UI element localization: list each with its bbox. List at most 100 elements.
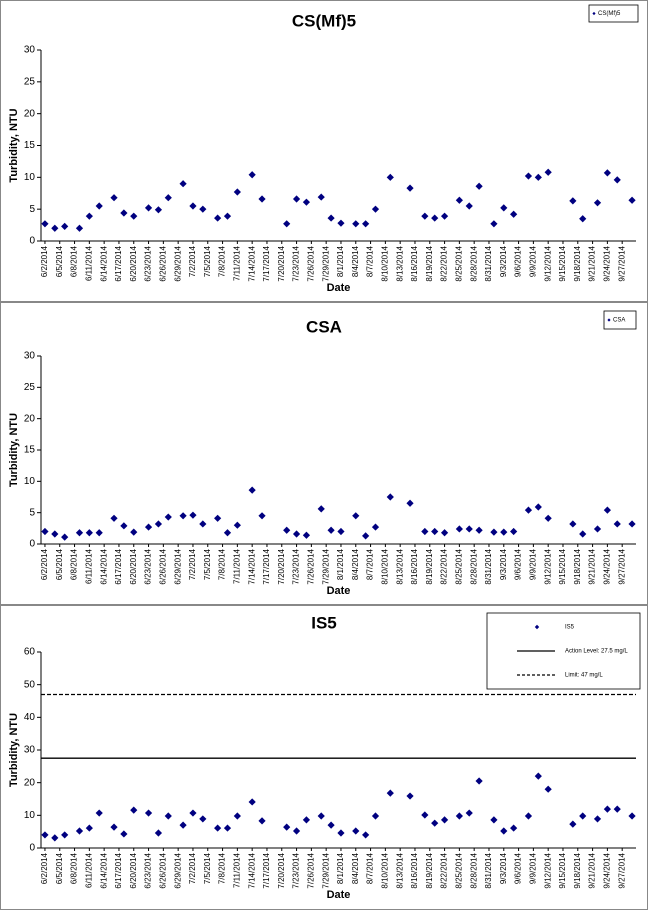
data-point (164, 812, 172, 820)
x-tick-label: 6/20/2014 (129, 245, 138, 281)
data-point (613, 176, 621, 184)
x-tick-label: 8/31/2014 (484, 548, 493, 584)
data-point (440, 816, 449, 824)
x-tick-label: 7/11/2014 (232, 852, 241, 888)
data-point (455, 196, 463, 204)
data-point (233, 188, 241, 196)
x-tick-label: 6/17/2014 (114, 548, 123, 584)
x-tick-label: 9/24/2014 (602, 548, 611, 584)
data-point (75, 827, 84, 835)
y-axis-label: Turbidity, NTU (8, 108, 20, 182)
x-tick-label: 9/15/2014 (558, 852, 567, 888)
x-tick-label: 9/3/2014 (499, 245, 508, 277)
x-tick-label: 6/14/2014 (99, 852, 108, 888)
y-tick-label: 0 (29, 539, 35, 550)
y-tick-label: 10 (24, 172, 36, 183)
data-point (475, 777, 483, 785)
data-point (223, 824, 232, 832)
x-tick-label: 6/29/2014 (173, 852, 182, 888)
data-point (406, 184, 414, 192)
chart-title: CSA (306, 317, 342, 336)
legend-box (486, 612, 641, 690)
data-point (189, 511, 197, 519)
legend-label: CSA (613, 318, 625, 324)
data-point (144, 809, 153, 817)
data-point (352, 512, 360, 520)
x-tick-label: 8/1/2014 (336, 852, 345, 884)
data-point (579, 530, 587, 538)
data-point (475, 182, 483, 190)
y-tick-label: 30 (24, 745, 36, 756)
data-point (85, 212, 93, 220)
data-point (110, 194, 118, 202)
data-point (154, 829, 163, 837)
data-point (154, 520, 163, 528)
x-tick-label: 6/8/2014 (70, 245, 79, 277)
data-point (475, 526, 483, 534)
data-point (593, 199, 602, 207)
x-tick-label: 8/16/2014 (410, 245, 419, 281)
data-point (500, 528, 508, 536)
data-point (613, 805, 621, 813)
x-tick-label: 9/12/2014 (543, 852, 552, 888)
x-tick-label: 6/5/2014 (55, 548, 64, 580)
data-point (406, 499, 414, 507)
legend-box (588, 4, 639, 23)
data-point (199, 520, 207, 528)
x-tick-label: 8/22/2014 (440, 245, 449, 281)
data-point (421, 527, 429, 536)
x-tick-label: 7/23/2014 (292, 548, 301, 584)
y-tick-label: 15 (24, 445, 36, 456)
data-point (431, 214, 439, 222)
x-tick-label: 8/7/2014 (366, 852, 375, 884)
x-tick-label: 9/21/2014 (588, 548, 597, 584)
data-point (465, 202, 473, 210)
x-tick-label: 7/2/2014 (188, 548, 197, 580)
x-tick-label: 8/7/2014 (366, 245, 375, 277)
legend-label: IS5 (565, 625, 575, 631)
x-tick-label: 8/25/2014 (454, 548, 463, 584)
data-point (214, 214, 222, 222)
data-point (248, 486, 256, 494)
data-point (455, 812, 463, 820)
data-point (421, 212, 429, 220)
y-tick-label: 15 (24, 140, 36, 151)
data-point (75, 529, 84, 537)
data-point (569, 520, 577, 528)
x-tick-label: 8/13/2014 (395, 548, 404, 584)
x-tick-label: 7/29/2014 (321, 548, 330, 584)
data-point (292, 530, 301, 538)
data-point (362, 532, 370, 540)
data-point (327, 214, 335, 222)
data-point (75, 224, 84, 232)
data-point (603, 805, 611, 813)
data-point (51, 224, 59, 232)
x-tick-label: 6/29/2014 (173, 245, 182, 281)
data-point (41, 831, 49, 839)
y-tick-label: 30 (24, 351, 36, 362)
x-tick-label: 7/5/2014 (203, 245, 212, 277)
x-tick-label: 8/1/2014 (336, 245, 345, 277)
data-point (110, 514, 118, 522)
x-tick-label: 8/28/2014 (469, 548, 478, 584)
data-point (120, 209, 128, 217)
x-tick-label: 7/20/2014 (277, 245, 286, 281)
chart-panel: IS5 0 10 20 30 40 50 60 6/2/2014 6/5/2014 6/8/2014… (0, 605, 648, 910)
data-point (292, 827, 301, 835)
y-tick-label: 20 (24, 413, 36, 424)
x-tick-label: 6/14/2014 (99, 548, 108, 584)
y-tick-label: 0 (29, 236, 35, 247)
x-tick-label: 7/8/2014 (218, 245, 227, 277)
x-tick-label: 6/17/2014 (114, 852, 123, 888)
y-tick-label: 25 (24, 382, 36, 393)
data-point (544, 168, 552, 176)
x-tick-label: 8/4/2014 (351, 852, 360, 884)
x-tick-label: 6/20/2014 (129, 852, 138, 888)
x-tick-label: 8/31/2014 (484, 852, 493, 888)
data-point (199, 815, 207, 823)
x-tick-label: 6/8/2014 (70, 548, 79, 580)
legend-box (603, 310, 637, 330)
x-tick-label: 8/31/2014 (484, 245, 493, 281)
data-point (603, 506, 611, 514)
data-point (406, 792, 414, 800)
